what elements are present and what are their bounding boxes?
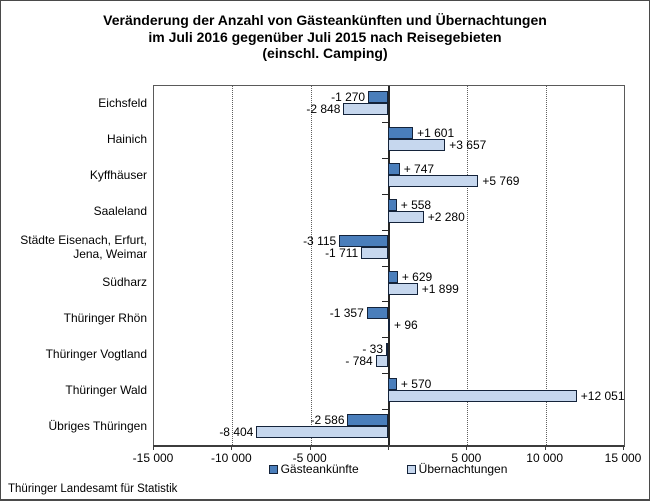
x-tick-label: 10 000	[526, 451, 564, 465]
y-axis-label: Südharz	[102, 275, 147, 290]
legend-item-overnights: Übernachtungen	[406, 462, 508, 476]
y-axis-labels: Eichsfeld Hainich Kyffhäuser Saaleland Städt…	[7, 85, 147, 444]
y-axis-label: Übriges Thüringen	[48, 419, 147, 434]
y-axis-label: Eichsfeld	[98, 95, 147, 110]
bar-value-label: +12 051	[580, 389, 625, 404]
x-tick-label: 15 000	[604, 451, 642, 465]
x-tick	[544, 445, 546, 450]
legend-label: Übernachtungen	[418, 462, 508, 476]
bar-arrivals	[368, 91, 388, 104]
bar-overnights	[388, 210, 424, 223]
category-tick	[382, 157, 388, 159]
bar-value-label: + 96	[394, 317, 418, 332]
bar-arrivals	[347, 414, 388, 427]
bar-arrivals	[388, 198, 397, 211]
bar-value-label: + 747	[403, 162, 435, 176]
y-axis-label: Städte Eisenach, Erfurt, Jena, Weimar	[20, 232, 147, 261]
x-tick	[309, 445, 311, 450]
y-axis-label: Kyffhäuser	[89, 167, 147, 182]
bar-value-label: +5 769	[482, 174, 520, 188]
bar-value-label: + 558	[400, 197, 432, 212]
bar-overnights	[343, 103, 388, 116]
category-tick	[382, 121, 388, 123]
gridline	[545, 86, 547, 445]
bar-overnights	[388, 318, 390, 331]
legend-label: Gästeankünfte	[280, 462, 359, 476]
bar-value-label: + 629	[401, 269, 433, 284]
category-tick	[382, 229, 388, 231]
legend: Gästeankünfte Übernachtungen	[153, 462, 623, 476]
x-tick	[466, 445, 468, 450]
gridline	[310, 86, 312, 445]
bar-value-label: -2 586	[310, 413, 345, 428]
y-axis-label: Thüringer Vogtland	[45, 347, 147, 362]
category-tick	[382, 265, 388, 267]
bar-arrivals	[388, 127, 414, 140]
x-tick-label: -5 000	[292, 451, 327, 465]
bar-arrivals	[388, 163, 400, 175]
bar-arrivals	[388, 378, 397, 391]
bar-overnights	[256, 426, 388, 439]
gridline	[467, 86, 469, 445]
gridline	[232, 86, 234, 445]
legend-swatch-icon	[406, 464, 416, 474]
x-tick-label: -10 000	[210, 451, 252, 465]
plot-area: -1 270 -2 848 +1 601 +3 657 + 747 +5 769 + 558…	[153, 85, 625, 447]
bar-value-label: +2 280	[427, 209, 465, 224]
bar-arrivals	[388, 270, 398, 283]
legend-item-arrivals: Gästeankünfte	[268, 462, 359, 476]
bar-arrivals	[386, 342, 388, 355]
bar-value-label: -8 404	[219, 425, 254, 440]
chart-title: Veränderung der Anzahl von Gästeankünfte…	[103, 12, 547, 61]
bar-overnights	[388, 390, 577, 403]
y-axis-label: Thüringer Wald	[65, 383, 147, 398]
category-tick	[382, 373, 388, 375]
bar-overnights	[361, 246, 388, 259]
category-tick	[382, 409, 388, 411]
bar-overnights	[375, 354, 388, 367]
x-tick	[388, 445, 389, 450]
x-tick	[231, 445, 233, 450]
bar-value-label: -3 115	[303, 233, 337, 248]
bar-overnights	[388, 282, 418, 295]
category-tick	[382, 301, 388, 303]
bar-value-label: - 33	[362, 341, 383, 356]
x-tick-label: 5 000	[451, 451, 482, 465]
bar-value-label: +3 657	[449, 138, 487, 153]
bar-value-label: -1 270	[331, 90, 366, 105]
source-note: Thüringer Landesamt für Statistik	[8, 483, 178, 495]
category-tick	[382, 193, 388, 195]
x-tick-label: -15 000	[132, 451, 174, 465]
bar-value-label: +1 899	[421, 281, 459, 296]
bar-overnights	[388, 175, 479, 187]
bar-arrivals	[339, 234, 388, 247]
bar-arrivals	[366, 306, 388, 319]
x-tick	[623, 445, 624, 450]
bar-value-label: -2 848	[306, 102, 341, 117]
bar-overnights	[388, 139, 446, 152]
x-tick	[153, 445, 154, 450]
bar-value-label: -1 711	[325, 245, 359, 260]
y-axis-label: Hainich	[106, 131, 147, 146]
legend-swatch-icon	[268, 464, 278, 474]
bar-value-label: - 784	[345, 353, 373, 368]
y-axis-label: Saaleland	[93, 203, 147, 218]
bar-value-label: -1 357	[329, 305, 364, 320]
y-axis-label: Thüringer Rhön	[63, 311, 147, 326]
bar-value-label: + 570	[400, 377, 432, 392]
bar-value-label: +1 601	[417, 126, 455, 141]
category-tick	[382, 337, 388, 339]
zero-axis	[388, 86, 390, 445]
